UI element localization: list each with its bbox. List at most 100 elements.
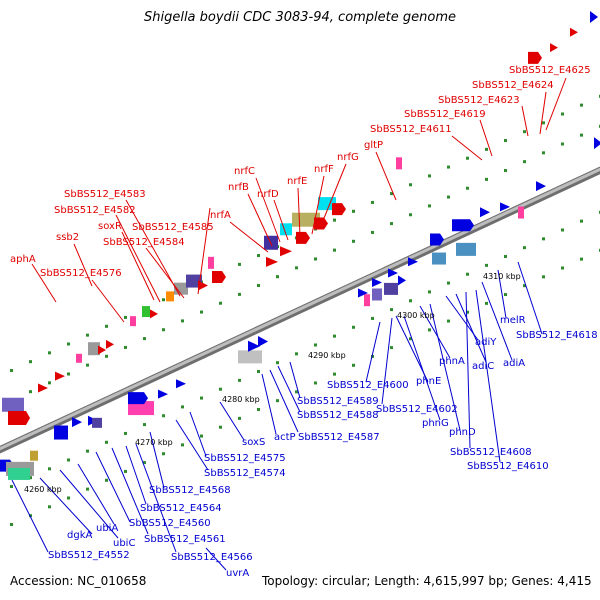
leader-line [429,303,461,431]
feature-arrow [398,275,406,286]
feature-arrow [430,233,444,246]
tick-dot [67,372,70,376]
leader-line [311,175,325,235]
leader-line [175,419,209,471]
feature-arrow [590,10,598,23]
feature-block [92,417,102,428]
tick-dot [314,257,317,261]
leader-line [59,469,119,539]
tick-dot [10,523,13,527]
feature-arrow [72,417,82,428]
tick-dot [580,103,583,107]
leader-line [319,163,347,229]
tick-dot [333,248,336,252]
top-gene-labels: aphA ssb2 SbBS512_E4576 SbBS512_E4582 Sb… [10,65,591,279]
tick-dot [276,361,279,365]
tick-dot [580,257,583,261]
tick-dot [371,316,374,320]
tick-dot [86,449,89,453]
gene-label: SbBS512_E4587 [298,432,380,443]
tick-dot [371,230,374,234]
gene-label: SbBS512_E4624 [472,80,554,91]
tick-dot [561,266,564,270]
gene-label: SbBS512_E4589 [297,396,379,407]
leader-line [521,105,529,137]
tick-dot [561,142,564,146]
leader-line [205,547,227,571]
tick-dot [314,343,317,347]
gene-label: SbBS512_E4585 [132,222,214,233]
leader-line [419,305,451,359]
gene-label: SbBS512_E4568 [149,485,231,496]
tick-dot [86,333,89,337]
leader-line [11,479,49,553]
tick-dot [542,237,545,241]
feature-arrow [8,410,30,425]
bottom-gene-labels: SbBS512_E4552 dgkA ubiC ubiA SbBS512_E45… [48,315,598,579]
feature-block [88,342,100,356]
tick-dot [580,219,583,223]
tick-dot [428,204,431,208]
tick-dot [10,369,13,373]
tick-dot [238,378,241,382]
tick-dot [409,299,412,303]
tick-dot [466,310,469,314]
scale-label: 4290 kbp [308,351,346,360]
tick-dot [124,431,127,435]
feature-block [432,252,446,265]
leader-line [145,247,185,299]
tick-dot [580,133,583,137]
tick-dot [162,298,165,302]
tick-dot [523,284,526,288]
leader-line [73,243,93,287]
tick-dot [352,209,355,213]
gene-label: SbBS512_E4623 [438,95,520,106]
tick-dot [333,372,336,376]
tick-dot [257,284,260,288]
leader-line [365,321,381,383]
feature-arrow [280,246,292,257]
scale-labels: 4260 kbp 4270 kbp 4280 kbp 4290 kbp 4300… [24,272,521,494]
gene-label: actP [274,432,296,443]
feature-block [142,306,150,318]
gene-label: ubiA [96,523,118,534]
tick-dot [466,156,469,160]
leader-line [539,91,547,135]
tick-dot [143,461,146,465]
feature-block [8,467,30,480]
leader-line [545,77,567,131]
label-leader-lines [11,77,567,571]
tick-dot [48,505,51,509]
leader-line [481,281,513,361]
tick-dot [485,301,488,305]
gene-label: adiY [475,337,497,348]
tick-dot [48,467,51,471]
feature-arrow [536,181,546,192]
gene-label: nrfG [337,152,359,163]
tick-dot [504,139,507,143]
leader-line [375,151,397,201]
scale-label: 4280 kbp [222,395,260,404]
feature-arrow [372,277,382,287]
gene-label: melR [500,315,526,326]
tick-dot [238,416,241,420]
feature-arrow [570,27,578,37]
gene-label: SbBS512_E4619 [404,109,486,120]
feature-arrow [480,207,490,218]
tick-dot [447,195,450,199]
feature-arrow [176,379,186,389]
tick-dot [542,121,545,125]
leader-line [269,369,299,433]
tick-dot [143,423,146,427]
tick-dot [48,381,51,385]
tick-dot [485,177,488,181]
tick-dot [10,485,13,489]
feature-block [128,401,154,416]
tick-dot [466,272,469,276]
tick-dot [219,425,222,429]
tick-dot [105,324,108,328]
gene-label: SbBS512_E4583 [64,189,146,200]
feature-block [456,242,476,256]
gene-label: phnA [439,356,465,367]
